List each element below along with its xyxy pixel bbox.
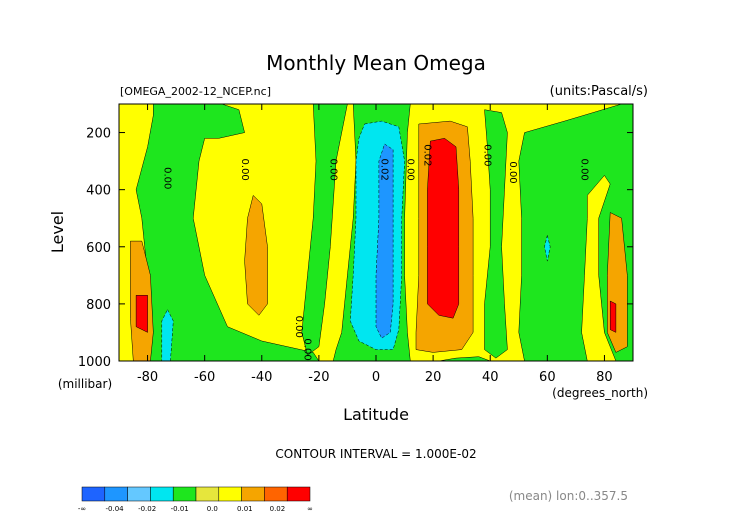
legend-swatch bbox=[172, 486, 197, 502]
contour-region bbox=[244, 194, 268, 316]
legend-label: -0.04 bbox=[106, 505, 125, 513]
x-tick-label: -80 bbox=[137, 370, 158, 385]
y-tick-label: 600 bbox=[86, 241, 111, 256]
legend-swatch bbox=[241, 486, 265, 502]
contour-region bbox=[427, 138, 460, 319]
x-tick-label: 0 bbox=[372, 370, 380, 385]
y-axis-title: Level bbox=[48, 211, 67, 253]
contour-label: 0.02 bbox=[379, 159, 390, 181]
contour-label: 0.00 bbox=[482, 144, 493, 166]
x-axis: -80 -60 -40 -20 0 20 40 60 80 bbox=[137, 104, 613, 385]
legend-label: 0.02 bbox=[270, 505, 286, 513]
contour-label: 0.00 bbox=[507, 161, 518, 183]
y-tick-label: 200 bbox=[86, 127, 111, 142]
contour-region bbox=[544, 235, 551, 262]
contour-label: 0.00 bbox=[293, 316, 304, 338]
x-axis-title: Latitude bbox=[343, 405, 409, 424]
contour-label: 0.00 bbox=[579, 159, 590, 181]
footer-note: (mean) lon:0..357.5 bbox=[509, 489, 628, 503]
x-tick-label: -40 bbox=[251, 370, 272, 385]
x-tick-label: 80 bbox=[596, 370, 613, 385]
x-tick-label: 60 bbox=[539, 370, 556, 385]
y-tick-label: 1000 bbox=[78, 355, 111, 370]
x-axis-unit: (degrees_north) bbox=[552, 386, 648, 400]
contour-label: 0.02 bbox=[422, 144, 433, 166]
legend-label: 0.0 bbox=[207, 505, 218, 513]
legend-label: -0.02 bbox=[138, 505, 156, 513]
contour-region bbox=[135, 295, 148, 333]
x-tick-label: 40 bbox=[482, 370, 499, 385]
contour-region bbox=[301, 103, 348, 356]
file-label: [OMEGA_2002-12_NCEP.nc] bbox=[120, 85, 271, 98]
legend-swatch bbox=[264, 486, 288, 502]
contour-region bbox=[375, 143, 394, 339]
legend-swatch bbox=[81, 486, 106, 502]
legend-label: ∞ bbox=[307, 505, 313, 513]
contour-label: 0.00 bbox=[239, 159, 250, 181]
legend-swatch bbox=[127, 486, 151, 502]
contour-fill-layer bbox=[118, 103, 634, 362]
legend-swatch bbox=[150, 486, 174, 502]
contour-label: 0.00 bbox=[327, 159, 338, 181]
units-label: (units:Pascal/s) bbox=[550, 84, 648, 99]
legend-swatch bbox=[218, 486, 242, 502]
contour-label: 0.00 bbox=[302, 338, 313, 360]
plot-area: 0.00 0.00 0.00 0.02 0.000.02 0.000.00 0.000.00… bbox=[118, 103, 634, 362]
y-axis: 200 400 600 800 1000 bbox=[78, 127, 633, 370]
y-tick-label: 800 bbox=[86, 298, 111, 313]
contour-interval-label: CONTOUR INTERVAL = 1.000E-02 bbox=[275, 447, 476, 461]
contour-region bbox=[135, 103, 320, 362]
y-tick-label: 400 bbox=[86, 184, 111, 199]
contour-region bbox=[484, 109, 508, 359]
color-legend: -∞ -0.04 -0.02 -0.01 0.0 0.01 0.02 ∞ bbox=[78, 486, 313, 513]
contour-label: 0.00 bbox=[162, 167, 173, 189]
contour-label-layer: 0.00 0.00 0.00 0.02 0.000.02 0.000.00 0.000.00… bbox=[162, 144, 590, 360]
legend-swatch bbox=[104, 486, 128, 502]
legend-swatch bbox=[195, 486, 220, 502]
x-tick-label: 20 bbox=[425, 370, 442, 385]
x-tick-label: -60 bbox=[194, 370, 215, 385]
y-axis-unit: (millibar) bbox=[58, 377, 112, 391]
legend-label: 0.01 bbox=[237, 505, 253, 513]
legend-label: -0.01 bbox=[171, 505, 189, 513]
chart-title: Monthly Mean Omega bbox=[266, 51, 486, 75]
legend-label: -∞ bbox=[78, 505, 86, 513]
x-tick-label: -20 bbox=[308, 370, 329, 385]
legend-swatch bbox=[286, 486, 311, 502]
contour-region bbox=[609, 300, 617, 333]
contour-label: 0.00 bbox=[404, 159, 415, 181]
